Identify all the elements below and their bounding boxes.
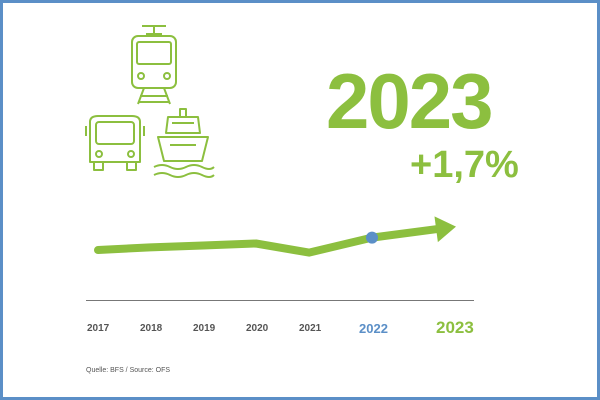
highlight-year: 2023 — [326, 57, 494, 145]
x-tick-label-2017: 2017 — [87, 323, 110, 334]
trend-line — [94, 224, 443, 257]
x-axis-line — [86, 300, 474, 301]
x-tick-label-2020: 2020 — [246, 323, 269, 334]
x-tick-label-2023: 2023 — [436, 318, 474, 337]
marker-2022 — [366, 231, 378, 244]
x-tick-label-2019: 2019 — [193, 323, 216, 334]
bus-icon — [85, 115, 145, 171]
highlight-change: +1,7% — [410, 144, 519, 186]
x-tick-label-2022: 2022 — [359, 321, 388, 336]
ship-icon — [153, 108, 215, 178]
x-tick-label-2018: 2018 — [140, 323, 163, 334]
x-tick-label-2021: 2021 — [299, 323, 322, 334]
tram-icon — [131, 25, 177, 105]
source-note: Quelle: BFS / Source: OFS — [86, 367, 171, 374]
trend-arrow-head — [434, 216, 456, 243]
